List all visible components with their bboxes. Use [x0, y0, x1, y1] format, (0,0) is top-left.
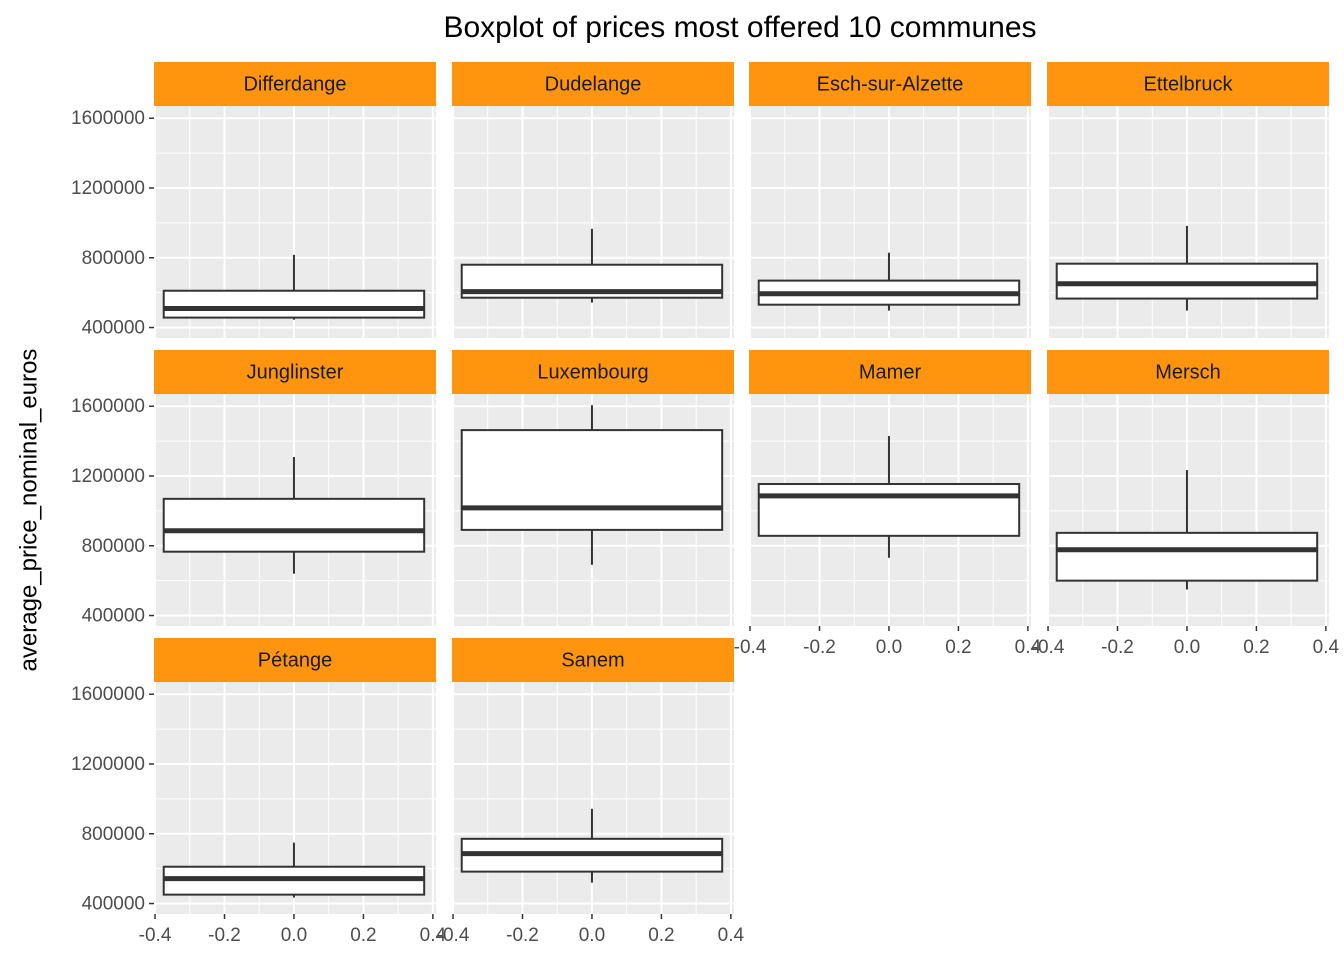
x-tick-label: 0.0	[281, 925, 307, 946]
strip-label: Dudelange	[545, 73, 642, 95]
y-tick-label: 400000	[82, 318, 145, 339]
y-tick-label: 400000	[82, 606, 145, 627]
box	[1055, 262, 1319, 300]
y-axis-label: average_price_nominal_euros	[15, 349, 42, 672]
x-tick-label: -0.2	[506, 925, 539, 946]
strip-label: Differdange	[243, 73, 346, 95]
x-tick-label: -0.4	[1032, 637, 1065, 658]
strip-label: Sanem	[561, 649, 624, 671]
strip	[452, 638, 734, 682]
x-tick-label: 0.2	[945, 637, 971, 658]
x-tick-label: -0.2	[1101, 637, 1134, 658]
x-tick-label: 0.4	[1015, 637, 1042, 658]
strip-label: Luxembourg	[537, 361, 648, 383]
y-tick-label: 1200000	[71, 178, 145, 199]
y-tick-label: 800000	[82, 824, 145, 845]
box	[162, 289, 426, 319]
strip	[1047, 62, 1329, 106]
x-tick-label: 0.0	[579, 925, 605, 946]
box	[1055, 531, 1319, 582]
strip	[452, 350, 734, 394]
box	[162, 497, 426, 553]
y-tick-label: 800000	[82, 248, 145, 269]
y-tick-label: 1200000	[71, 754, 145, 775]
strip	[749, 62, 1031, 106]
panel-background	[452, 106, 734, 338]
x-tick-label: -0.2	[803, 637, 836, 658]
strip	[154, 638, 436, 682]
strip-label: Junglinster	[247, 361, 344, 383]
chart-title: Boxplot of prices most offered 10 commun…	[443, 11, 1036, 44]
y-tick-label: 800000	[82, 536, 145, 557]
x-tick-label: -0.4	[437, 925, 470, 946]
strip	[452, 62, 734, 106]
y-tick-label: 1600000	[71, 396, 145, 417]
x-tick-label: -0.2	[208, 925, 241, 946]
x-tick-label: 0.4	[420, 925, 447, 946]
strip-label: Esch-sur-Alzette	[817, 73, 964, 95]
strip-label: Ettelbruck	[1144, 73, 1234, 95]
box	[757, 483, 1021, 537]
y-tick-label: 1600000	[71, 108, 145, 129]
strip	[154, 350, 436, 394]
panel-background	[1047, 106, 1329, 338]
y-tick-label: 1600000	[71, 684, 145, 705]
x-tick-label: 0.2	[350, 925, 376, 946]
x-tick-label: 0.2	[648, 925, 674, 946]
panel-background	[452, 682, 734, 914]
box	[460, 429, 724, 531]
y-tick-label: 400000	[82, 894, 145, 915]
x-tick-label: 0.0	[1174, 637, 1200, 658]
strip	[154, 62, 436, 106]
panel-background	[1047, 394, 1329, 626]
strip-label: Pétange	[258, 649, 333, 671]
strip	[1047, 350, 1329, 394]
x-tick-label: 0.4	[1313, 637, 1340, 658]
x-tick-label: 0.2	[1243, 637, 1269, 658]
x-tick-label: 0.4	[718, 925, 745, 946]
strip-label: Mersch	[1155, 361, 1221, 383]
x-tick-label: -0.4	[734, 637, 767, 658]
y-tick-label: 1200000	[71, 466, 145, 487]
x-tick-label: -0.4	[139, 925, 172, 946]
strip-label: Mamer	[859, 361, 922, 383]
strip	[749, 350, 1031, 394]
x-tick-label: 0.0	[876, 637, 902, 658]
